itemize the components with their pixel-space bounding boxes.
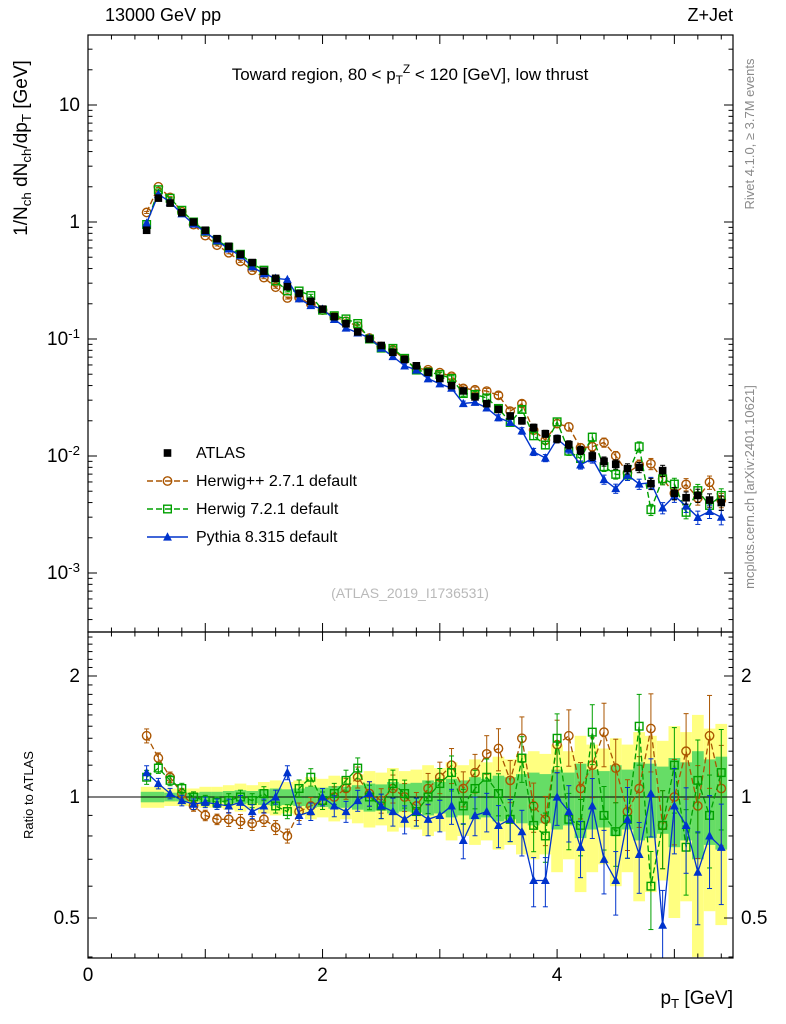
legend-label: Herwig 7.2.1 default	[196, 501, 339, 518]
ratio-series-pythia-8-315-default	[142, 758, 726, 958]
y-tick-label: 10-1​	[47, 326, 80, 350]
x-tick-label: 4	[552, 965, 563, 986]
process-label: Z+Jet	[687, 5, 733, 25]
y-tick-label: 10-2​	[47, 443, 80, 467]
tick-labels: 10 1 10-1​ 10-2​ 10-3​ 2 2 1 1 0.5 0.5 0 2 4	[47, 95, 767, 986]
mcplots-arxiv-note: mcplots.cern.ch [arXiv:2401.10621]	[742, 385, 757, 589]
ratio-series	[141, 693, 727, 958]
main-series	[141, 181, 727, 526]
beam-energy-label: 13000 GeV pp	[105, 5, 221, 25]
ratio-tick-label-left: 2	[69, 666, 80, 687]
frames-and-ticks	[87, 34, 734, 959]
y-tick-label: 1	[69, 212, 80, 233]
main-series-atlas	[142, 194, 726, 511]
ratio-y-axis-label: Ratio to ATLAS	[21, 751, 36, 839]
y-axis-label: 1/Nch​ dNch​/dpT​ [GeV]	[11, 60, 34, 236]
x-axis-label: pT​ [GeV]	[660, 988, 733, 1011]
ratio-tick-label-right: 2	[741, 666, 752, 687]
legend-label: Herwig++ 2.7.1 default	[196, 473, 358, 490]
ratio-tick-label-right: 1	[741, 787, 752, 808]
analysis-watermark: (ATLAS_2019_I1736531)	[331, 585, 489, 601]
legend-item-pythia-8-315-default: Pythia 8.315 default	[147, 529, 338, 546]
legend-label: Pythia 8.315 default	[196, 529, 338, 546]
legend-label: ATLAS	[196, 445, 246, 462]
green-band-bin	[516, 774, 528, 824]
rivet-version-note: Rivet 4.1.0, ≥ 3.7M events	[742, 58, 757, 209]
plot-title: Toward region, 80 < pT​Z​ < 120 [GeV], l…	[232, 62, 589, 87]
legend-item-herwig-7-2-1-default: Herwig 7.2.1 default	[147, 501, 339, 518]
y-tick-label: 10	[59, 95, 80, 116]
x-tick-label: 2	[317, 965, 328, 986]
ratio-tick-label-left: 0.5	[54, 908, 80, 929]
legend: ATLAS Herwig++ 2.7.1 default Herwig 7.2.1 …	[147, 445, 358, 546]
legend-item-herwig-2-7-1-default: Herwig++ 2.7.1 default	[147, 473, 358, 490]
y-tick-label: 10-3​	[47, 560, 80, 584]
ratio-tick-label-right: 0.5	[741, 908, 767, 929]
legend-item-atlas: ATLAS	[163, 445, 246, 462]
x-tick-label: 0	[83, 965, 94, 986]
ratio-tick-label-left: 1	[69, 787, 80, 808]
